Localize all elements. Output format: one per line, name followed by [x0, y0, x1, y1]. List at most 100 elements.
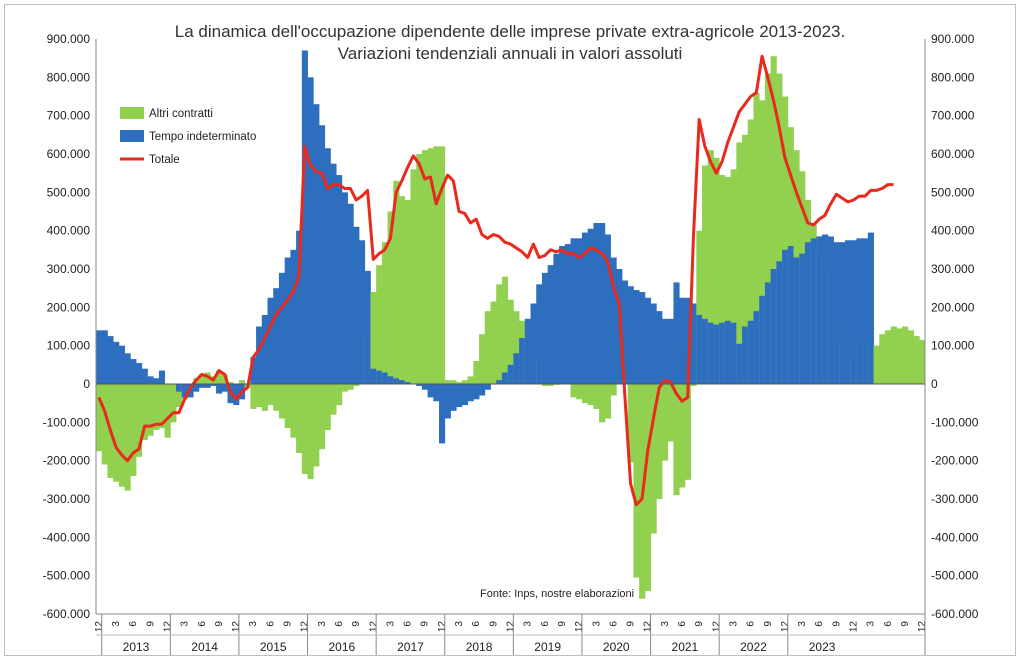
bar-altri-contratti — [141, 384, 148, 440]
x-month-tick: 9 — [283, 621, 294, 627]
bar-altri-contratti — [884, 330, 892, 384]
bar-altri-contratti — [370, 292, 377, 384]
bar-tempo-indeterminato — [730, 322, 737, 384]
y-tick-right: -100.000 — [931, 415, 979, 429]
x-year-label: 2017 — [397, 640, 424, 654]
x-month-tick: 9 — [694, 621, 705, 627]
x-year-label: 2015 — [260, 640, 287, 654]
bar-altri-contratti — [307, 384, 314, 480]
bar-altri-contratti — [147, 384, 154, 436]
bar-tempo-indeterminato — [467, 384, 474, 402]
x-month-tick: 9 — [351, 621, 362, 627]
bar-tempo-indeterminato — [358, 240, 366, 384]
bar-altri-contratti — [404, 200, 411, 384]
bar-altri-contratti — [227, 382, 234, 384]
axes: -600.000 -600.000 -500.000 -500.000 -400.000… — [43, 32, 979, 655]
bar-tempo-indeterminato — [233, 384, 240, 406]
bar-tempo-indeterminato — [530, 303, 537, 384]
bar-tempo-indeterminato — [501, 372, 509, 384]
bar-tempo-indeterminato — [347, 203, 354, 384]
bar-tempo-indeterminato — [198, 384, 206, 388]
x-month-tick: 12 — [780, 621, 791, 633]
bar-tempo-indeterminato — [684, 297, 691, 384]
y-tick-left: -200.000 — [43, 454, 91, 468]
x-month-tick: 3 — [866, 621, 877, 627]
bar-altri-contratti — [450, 380, 457, 384]
bar-altri-contratti — [479, 334, 486, 384]
bar-tempo-indeterminato — [416, 384, 423, 386]
y-tick-right: -200.000 — [931, 454, 979, 468]
bar-tempo-indeterminato — [621, 280, 629, 384]
x-month-tick: 9 — [420, 621, 431, 627]
bar-altri-contratti — [170, 384, 177, 423]
bar-altri-contratti — [136, 384, 143, 457]
x-year-label: 2014 — [191, 640, 218, 654]
bar-altri-contratti — [753, 92, 760, 385]
legend-label-totale: Totale — [149, 154, 180, 166]
bar-altri-contratti — [547, 384, 554, 386]
bar-altri-contratti — [724, 177, 732, 384]
x-month-tick: 3 — [385, 621, 396, 627]
y-tick-right: 300.000 — [931, 262, 975, 276]
bar-tempo-indeterminato — [593, 223, 600, 384]
bar-tempo-indeterminato — [639, 292, 646, 384]
bar-altri-contratti — [176, 384, 183, 407]
bar-tempo-indeterminato — [273, 288, 280, 384]
bar-altri-contratti — [96, 384, 103, 452]
bar-altri-contratti — [684, 384, 691, 480]
y-tick-right: 100.000 — [931, 339, 975, 353]
x-month-tick: 12 — [711, 621, 722, 633]
y-tick-right: 900.000 — [931, 32, 975, 46]
y-tick-left: 800.000 — [47, 70, 91, 84]
x-month-tick: 12 — [162, 621, 173, 633]
bar-altri-contratti — [513, 311, 520, 384]
bar-altri-contratti — [130, 384, 137, 476]
bar-tempo-indeterminato — [296, 230, 303, 384]
bar-altri-contratti — [541, 384, 549, 386]
x-month-tick: 3 — [797, 621, 808, 627]
bar-altri-contratti — [587, 384, 594, 406]
bar-altri-contratti — [742, 134, 749, 384]
bar-tempo-indeterminato — [787, 246, 794, 384]
x-month-tick: 9 — [214, 621, 225, 627]
bar-tempo-indeterminato — [107, 336, 114, 384]
y-tick-left: 500.000 — [47, 185, 91, 199]
x-month-tick: 3 — [523, 621, 534, 627]
bar-altri-contratti — [667, 384, 674, 442]
x-month-tick: 12 — [94, 621, 105, 633]
bar-tempo-indeterminato — [833, 242, 840, 384]
bar-tempo-indeterminato — [96, 330, 103, 384]
bar-tempo-indeterminato — [576, 238, 583, 384]
bar-tempo-indeterminato — [301, 50, 308, 384]
bar-tempo-indeterminato — [816, 236, 823, 384]
bar-tempo-indeterminato — [147, 376, 154, 384]
bar-tempo-indeterminato — [158, 370, 166, 384]
chart-title: La dinamica dell'occupazione dipendente … — [175, 22, 845, 41]
x-month-tick: 6 — [197, 621, 208, 627]
bar-altri-contratti — [702, 165, 709, 384]
bar-altri-contratti — [216, 370, 223, 384]
bar-altri-contratti — [439, 146, 446, 384]
bar-tempo-indeterminato — [764, 282, 772, 384]
bar-altri-contratti — [776, 73, 783, 384]
bar-tempo-indeterminato — [307, 77, 314, 384]
bar-tempo-indeterminato — [399, 380, 406, 384]
bar-tempo-indeterminato — [662, 318, 669, 384]
bar-altri-contratti — [153, 384, 160, 430]
bar-altri-contratti — [713, 157, 720, 384]
bar-tempo-indeterminato — [353, 226, 360, 384]
y-tick-left: -400.000 — [43, 530, 91, 544]
bar-altri-contratti — [416, 154, 423, 384]
bar-tempo-indeterminato — [393, 378, 400, 384]
bar-altri-contratti — [644, 384, 651, 591]
y-tick-left: 0 — [83, 377, 90, 391]
y-tick-left: -300.000 — [43, 492, 91, 506]
bar-tempo-indeterminato — [261, 315, 268, 384]
bar-tempo-indeterminato — [862, 238, 869, 384]
bar-tempo-indeterminato — [364, 270, 371, 384]
bar-altri-contratti — [679, 384, 686, 488]
bar-altri-contratti — [696, 230, 703, 384]
bar-tempo-indeterminato — [278, 272, 286, 384]
bar-tempo-indeterminato — [610, 257, 617, 384]
bar-altri-contratti — [736, 142, 743, 384]
